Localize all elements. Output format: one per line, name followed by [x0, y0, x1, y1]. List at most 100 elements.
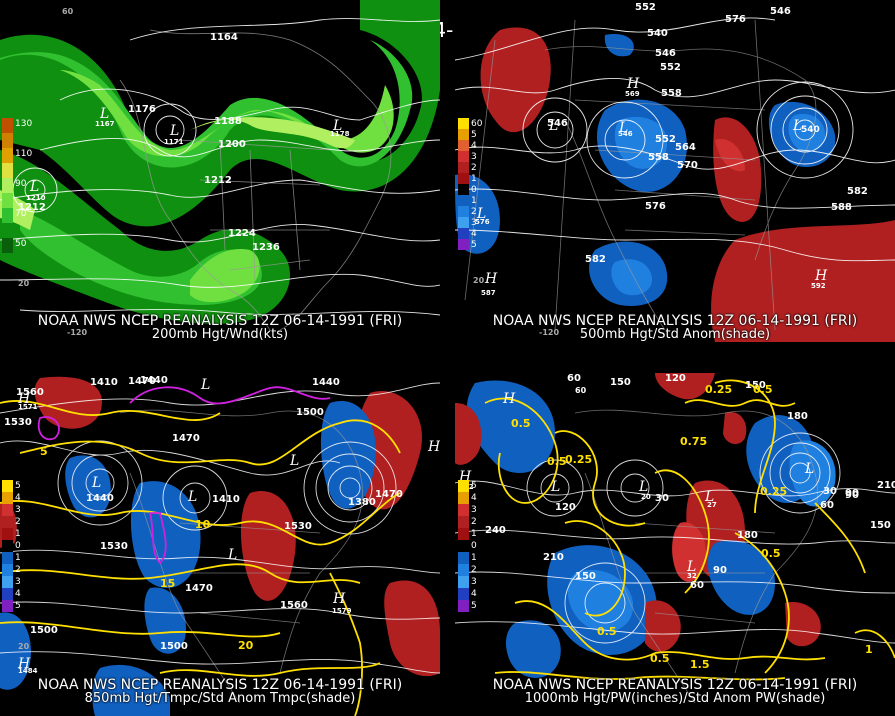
temp-label: 5: [40, 445, 48, 458]
lat-label: 60: [62, 7, 74, 16]
panel-1000mb: 60 150 120 150 210 240 180 90 60 30 120 …: [455, 373, 895, 716]
contour-label: 150: [575, 571, 596, 582]
scale-label: 0: [471, 541, 477, 551]
pw-label: 0.5: [511, 417, 531, 430]
contour-label: 30: [823, 486, 837, 497]
contour-label: 1530: [284, 521, 312, 532]
scale-label: 50: [15, 239, 27, 249]
contour-label: 588: [831, 202, 852, 213]
contour-label: 90: [845, 488, 859, 499]
high-value: 1484: [18, 667, 38, 675]
contour-label: 1500: [296, 407, 324, 418]
contour-label: 120: [555, 502, 576, 513]
low-marker: L: [91, 475, 101, 491]
anomaly-color-scale: 60 5 4 3 2 1 0 1 2 3 4 5: [458, 118, 482, 250]
contour-label: 1212: [204, 175, 232, 186]
contour-label: 1200: [218, 139, 246, 150]
low-marker: L: [289, 453, 299, 469]
high-value: 1571: [18, 403, 38, 411]
contour-label: 1236: [252, 242, 280, 253]
low-value: 1167: [95, 120, 115, 128]
high-value: 587: [481, 289, 496, 297]
contour-label: 1470: [375, 489, 403, 500]
panel-subcaption: 200mb Hgt/Wnd(kts): [151, 327, 289, 342]
temp-label: 20: [238, 639, 254, 652]
contour-label: 30: [655, 493, 669, 504]
scale-label: 90: [15, 179, 27, 189]
low-marker: L: [686, 559, 696, 575]
scale-label: 4: [471, 589, 477, 599]
scale-label: 4: [471, 229, 477, 239]
contour-label: 1470: [185, 583, 213, 594]
contour-label: 1440: [140, 375, 168, 386]
scale-label: 70: [15, 209, 27, 219]
panel-500mb: 552 540 546 552 546 558 552 558 564 570 …: [455, 0, 895, 342]
scale-label: 2: [471, 565, 477, 575]
contour-label: 558: [648, 152, 669, 163]
low-marker: L: [548, 118, 558, 134]
pw-label: 0.25: [760, 485, 787, 498]
contour-label: 1440: [312, 377, 340, 388]
pw-label: 0.25: [565, 453, 592, 466]
low-value: 1210: [26, 194, 46, 202]
scale-label: 1: [471, 174, 477, 184]
high-marker: H: [502, 391, 516, 407]
pw-label: 0.5: [547, 455, 567, 468]
pw-label: 1.5: [690, 658, 710, 671]
high-value: 1579: [332, 607, 352, 615]
panel-caption: NOAA NWS NCEP REANALYSIS 12Z 06-14-1991 …: [492, 313, 858, 329]
contour-label: 180: [737, 530, 758, 541]
contour-label: 552: [635, 2, 656, 13]
contour-label: 582: [585, 254, 606, 265]
map-1000mb: 60 150 120 150 210 240 180 90 60 30 120 …: [455, 373, 895, 704]
low-marker: L: [187, 489, 197, 505]
scale-label: 5: [471, 240, 477, 250]
map-850mb: 1560 1410 1440 1470 1440 1500 1530 1440 …: [0, 375, 440, 716]
panel-200mb: 1164 1176 1188 1200 1212 1224 1236 1212 …: [0, 0, 440, 342]
contour-label: 1164: [210, 32, 238, 43]
pw-label: 1: [865, 643, 873, 656]
scale-label: 4: [15, 493, 21, 503]
contour-label: 1224: [228, 228, 256, 239]
scale-label: 3: [15, 577, 21, 587]
high-marker: H: [484, 271, 498, 287]
contour-label: 90: [713, 565, 727, 576]
contour-label: 210: [543, 552, 564, 563]
contour-label: 570: [677, 160, 698, 171]
contour-label: 1410: [90, 377, 118, 388]
pw-label: 0.5: [597, 625, 617, 638]
scale-label: 3: [471, 577, 477, 587]
contour-label: 1500: [160, 641, 188, 652]
contour-label: 552: [660, 62, 681, 73]
contour-label: 180: [787, 411, 808, 422]
lat-label: 20: [473, 276, 485, 285]
high-marker: H: [814, 268, 828, 284]
pw-label: 0.75: [680, 435, 707, 448]
scale-label: 3: [15, 505, 21, 515]
scale-label: 0: [471, 185, 477, 195]
panel-caption: NOAA NWS NCEP REANALYSIS 12Z 06-14-1991 …: [37, 313, 403, 329]
high-marker: H: [427, 439, 440, 455]
scale-label: 5: [471, 601, 477, 611]
contour-label: 1176: [128, 104, 156, 115]
scale-label: 4: [471, 141, 477, 151]
scale-label: 130: [15, 119, 33, 129]
low-value: 540: [801, 125, 820, 135]
lat-label: 20: [18, 642, 30, 651]
scale-label: 3: [471, 505, 477, 515]
pw-label: 0.5: [753, 383, 773, 396]
contour-label: 564: [675, 142, 696, 153]
low-marker: L: [792, 118, 802, 134]
scale-label: 2: [471, 207, 477, 217]
contour-label: 1470: [128, 376, 156, 387]
high-marker: H: [332, 591, 346, 607]
high-marker: H: [626, 76, 640, 92]
scale-label: 1: [471, 529, 477, 539]
scale-label: 110: [15, 149, 33, 159]
scale-label: 0: [15, 541, 21, 551]
low-marker: L: [550, 479, 560, 495]
scale-label: 1: [471, 196, 477, 206]
high-value: 569: [625, 90, 640, 98]
low-value: 1178: [330, 130, 350, 138]
contour-label: 1530: [100, 541, 128, 552]
